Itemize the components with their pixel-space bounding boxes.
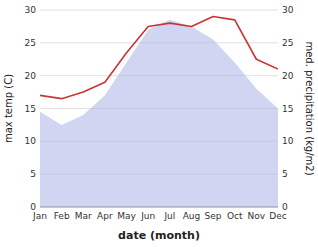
y-tick-label: 5 — [30, 169, 36, 179]
x-axis-line — [40, 207, 278, 208]
x-tick-label: Jan — [32, 211, 47, 221]
y-tick-label: 20 — [25, 71, 37, 81]
x-tick-label: Oct — [227, 211, 243, 221]
y2-tick-label: 0 — [282, 202, 288, 212]
y-tick-label: 30 — [25, 5, 37, 15]
y-tick-label: 10 — [25, 136, 37, 146]
x-tick-label: Nov — [248, 211, 266, 221]
y2-tick-label: 15 — [282, 104, 293, 114]
precipitation-line — [40, 17, 278, 99]
y-tick-label: 25 — [25, 38, 36, 48]
x-tick-label: Aug — [183, 211, 201, 221]
y2-tick-label: 30 — [282, 5, 294, 15]
x-tick-label: Dec — [269, 211, 286, 221]
temperature-area — [40, 20, 278, 207]
y2-tick-label: 25 — [282, 38, 293, 48]
y-tick-label: 0 — [30, 202, 36, 212]
x-tick-label: Apr — [97, 211, 113, 221]
grid-line — [40, 10, 278, 11]
y2-axis-label: med. precipitation (kg/m2) — [304, 41, 315, 175]
grid-line — [40, 207, 278, 208]
x-tick-label: Jul — [163, 211, 175, 221]
y2-tick-label: 5 — [282, 169, 288, 179]
plot-area — [40, 17, 278, 207]
x-tick-label: Feb — [54, 211, 70, 221]
x-axis-label: date (month) — [118, 229, 200, 242]
y2-tick-label: 10 — [282, 136, 294, 146]
x-tick-label: Sep — [205, 211, 222, 221]
y2-tick-label: 20 — [282, 71, 294, 81]
y-tick-label: 15 — [25, 104, 36, 114]
chart: JanFebMarAprMayJunJulAugSepOctNovDec0510… — [0, 0, 318, 247]
x-tick-label: May — [117, 211, 136, 221]
x-tick-label: Jun — [140, 211, 155, 221]
x-tick-label: Mar — [75, 211, 92, 221]
y-axis-label: max temp (C) — [3, 74, 14, 143]
chart-container: JanFebMarAprMayJunJulAugSepOctNovDec0510… — [0, 0, 318, 247]
